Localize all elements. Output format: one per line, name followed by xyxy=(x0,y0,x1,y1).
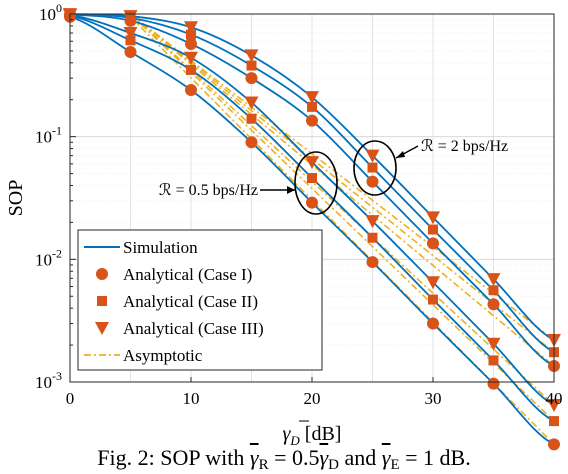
marker-square xyxy=(246,113,257,124)
y-tick-label: 100 xyxy=(39,1,62,24)
marker-circle xyxy=(245,136,258,149)
x-tick-label: 0 xyxy=(66,389,75,408)
caption-prefix: Fig. 2: SOP with xyxy=(97,445,245,470)
asymptote-line xyxy=(130,13,555,353)
annotation-arrowhead-2bps xyxy=(396,151,405,158)
legend-circle-marker xyxy=(96,268,108,280)
legend-case1-label: Analytical (Case I) xyxy=(123,265,252,284)
asymptote-line xyxy=(129,13,555,367)
marker-square xyxy=(307,173,317,184)
legend-triangle-marker xyxy=(95,322,109,335)
asymptote-line xyxy=(130,13,555,341)
marker-circle xyxy=(124,46,137,59)
marker-circle xyxy=(548,438,560,451)
legend-asymptotic-label: Asymptotic xyxy=(123,346,203,365)
legend-simulation-label: Simulation xyxy=(123,238,198,257)
marker-square xyxy=(428,224,438,235)
marker-circle xyxy=(185,37,197,50)
marker-triangle xyxy=(547,398,561,412)
legend-case2-label: Analytical (Case II) xyxy=(123,292,258,311)
legend-square-marker xyxy=(97,296,107,306)
marker-triangle xyxy=(426,211,440,225)
asymptote-line xyxy=(129,13,555,406)
marker-triangle xyxy=(244,49,259,63)
marker-square xyxy=(367,232,378,243)
x-tick-label: 20 xyxy=(304,389,321,408)
marker-circle xyxy=(306,196,318,209)
marker-circle xyxy=(487,298,500,311)
marker-triangle xyxy=(305,156,319,170)
caption-eq2: = 1 dB. xyxy=(405,445,471,470)
marker-square xyxy=(488,355,499,366)
caption-gamma-d: γ xyxy=(319,445,329,470)
marker-triangle xyxy=(486,337,501,351)
y-tick-label: 10-2 xyxy=(35,246,62,269)
marker-square xyxy=(125,35,136,46)
marker-circle xyxy=(245,72,258,85)
caption-gamma-r-sub: R xyxy=(258,457,269,473)
marker-square xyxy=(367,162,378,173)
marker-triangle xyxy=(426,276,440,290)
marker-square xyxy=(186,64,196,75)
marker-circle xyxy=(306,114,318,127)
marker-triangle xyxy=(244,96,259,110)
marker-triangle xyxy=(123,27,138,41)
x-tick-label: 40 xyxy=(546,389,563,408)
marker-square xyxy=(428,294,438,305)
x-tick-label: 30 xyxy=(425,389,442,408)
marker-circle xyxy=(427,317,439,330)
simulation-curve xyxy=(69,13,555,353)
caption-eq1: = 0.5 xyxy=(274,445,320,470)
annotation-ellipse-05bps xyxy=(294,151,338,215)
simulation-curve xyxy=(69,13,555,367)
marker-triangle xyxy=(305,91,319,105)
simulation-curve xyxy=(69,14,555,406)
marker-square xyxy=(307,101,317,112)
marker-square xyxy=(246,60,257,71)
caption-gamma-d-sub: D xyxy=(328,457,340,473)
x-tick-label: 10 xyxy=(183,389,200,408)
annotation-ellipse-2bps xyxy=(353,140,397,196)
y-axis-label: SOP xyxy=(5,180,27,217)
axis-ticks: 0 10 20 30 40 100 10-1 10-2 10-3 xyxy=(35,1,563,408)
marker-circle xyxy=(487,377,500,390)
marker-triangle xyxy=(184,51,198,65)
caption-gamma-e-sub: E xyxy=(390,457,400,473)
marker-circle xyxy=(427,237,439,250)
marker-square xyxy=(549,416,559,427)
caption-gamma-e: γ xyxy=(381,445,391,470)
legend-box xyxy=(77,229,323,371)
marker-square xyxy=(186,29,196,40)
marker-triangle xyxy=(365,149,380,163)
annotation-05bps: ℛ = 0.5 bps/Hz xyxy=(159,182,258,199)
marker-square xyxy=(488,285,499,296)
y-tick-label: 10-1 xyxy=(35,124,62,147)
annotation-arrowhead-05bps xyxy=(287,186,295,194)
legend: Simulation Analytical (Case I) Analytica… xyxy=(77,229,323,371)
legend-case3-label: Analytical (Case III) xyxy=(123,319,264,338)
marker-circle xyxy=(366,175,379,188)
simulation-curve xyxy=(69,13,555,341)
marker-circle xyxy=(366,256,379,269)
figure-caption: Fig. 2: SOP with γR = 0.5γD and γE = 1 d… xyxy=(0,445,568,474)
x-axis-label: γD [dB] xyxy=(283,423,342,448)
annotation-2bps: ℛ = 2 bps/Hz xyxy=(421,138,508,155)
marker-triangle xyxy=(184,21,198,35)
caption-gamma-r: γ xyxy=(249,445,259,470)
caption-mid: and xyxy=(344,445,377,470)
marker-triangle xyxy=(365,215,380,229)
marker-triangle xyxy=(123,10,138,24)
marker-triangle xyxy=(486,273,501,287)
marker-circle xyxy=(185,84,197,97)
y-tick-label: 10-3 xyxy=(35,369,62,392)
